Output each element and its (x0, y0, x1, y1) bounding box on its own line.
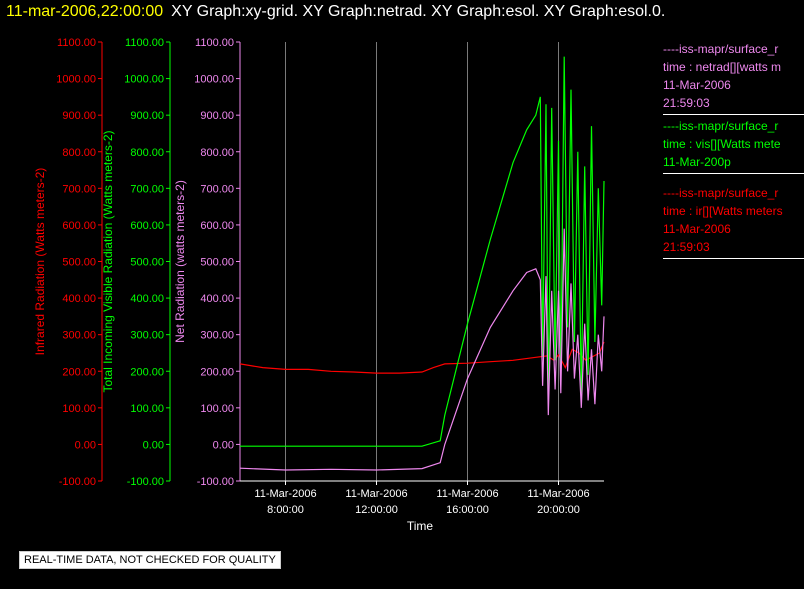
x-axis-label: Time (407, 519, 434, 533)
y-tick-label-ir: 100.00 (62, 403, 96, 415)
legend-ir-line1: ----iss-mapr/surface_r (663, 186, 779, 200)
y-tick-label-net: 700.00 (200, 183, 234, 195)
timestamp: 11-mar-2006,22:00:00 (6, 3, 164, 20)
legend-ir-line2: time : ir[][Watts meters (663, 204, 783, 218)
y-tick-label-vis: 100.00 (130, 403, 164, 415)
y-tick-label-ir: 500.00 (62, 257, 96, 269)
quality-notice: REAL-TIME DATA, NOT CHECKED FOR QUALITY (19, 551, 281, 569)
x-tick-label-time: 8:00:00 (267, 504, 304, 516)
legend-vis-line3: 11-Mar-200p (663, 155, 731, 169)
y-tick-label-vis: 800.00 (130, 147, 164, 159)
legend-vis-line2: time : vis[][Watts mete (663, 137, 781, 151)
x-tick-label-time: 16:00:00 (446, 504, 489, 516)
x-tick-label-date: 11-Mar-2006 (345, 488, 407, 500)
x-tick-label-time: 12:00:00 (355, 504, 398, 516)
y-tick-label-ir: 700.00 (62, 183, 96, 195)
legend-net-line3: 11-Mar-2006 (663, 78, 731, 92)
y-tick-label-net: 600.00 (200, 220, 234, 232)
series-line-vis (240, 56, 605, 447)
y-tick-label-ir: 200.00 (62, 366, 96, 378)
y-tick-label-vis: 600.00 (130, 220, 164, 232)
x-tick-label-date: 11-Mar-2006 (254, 488, 316, 500)
y-tick-label-ir: 300.00 (62, 330, 96, 342)
legend: ----iss-mapr/surface_r time : netrad[][w… (663, 40, 804, 261)
y-tick-label-ir: 1100.00 (57, 37, 96, 49)
legend-entry-net[interactable]: ----iss-mapr/surface_r time : netrad[][w… (663, 40, 804, 115)
x-tick-label-date: 11-Mar-2006 (527, 488, 589, 500)
y-tick-label-net: 1000.00 (194, 74, 234, 86)
y-tick-label-vis: 200.00 (130, 366, 164, 378)
y-tick-label-vis: 1000.00 (124, 74, 164, 86)
y-tick-label-ir: 600.00 (62, 220, 96, 232)
y-tick-label-net: 300.00 (200, 330, 234, 342)
y-tick-label-ir: 800.00 (62, 147, 96, 159)
y-tick-label-ir: -100.00 (59, 476, 96, 488)
legend-net-line4: 21:59:03 (663, 96, 710, 110)
y-tick-label-vis: 500.00 (130, 257, 164, 269)
y-tick-label-vis: -100.00 (127, 476, 164, 488)
y-tick-label-net: 500.00 (200, 257, 234, 269)
legend-net-line1: ----iss-mapr/surface_r (663, 42, 779, 56)
legend-ir-line3: 11-Mar-2006 (663, 222, 731, 236)
y-tick-label-ir: 1000.00 (56, 74, 96, 86)
y-axis-label-vis: Total Incoming Visible Radiation (Watts … (101, 130, 115, 392)
header-bar: 11-mar-2006,22:00:00 XY Graph:xy-grid. XY… (6, 3, 665, 25)
x-tick-label-time: 20:00:00 (537, 504, 580, 516)
y-tick-label-vis: 400.00 (130, 293, 164, 305)
y-axis-label-net: Net Radiation (watts meters-2) (173, 180, 187, 343)
y-tick-label-vis: 900.00 (130, 110, 164, 122)
y-tick-label-ir: 900.00 (62, 110, 96, 122)
y-tick-label-net: 800.00 (200, 147, 234, 159)
y-tick-label-net: 0.00 (213, 439, 234, 451)
legend-entry-vis[interactable]: ----iss-mapr/surface_r time : vis[][Watt… (663, 117, 804, 174)
legend-ir-line4: 21:59:03 (663, 240, 710, 254)
legend-net-line2: time : netrad[][watts m (663, 60, 782, 74)
y-axis-label-ir: Infrared Radiation (Watts meters-2) (33, 168, 47, 356)
y-tick-label-net: -100.00 (197, 476, 234, 488)
y-tick-label-net: 100.00 (200, 403, 234, 415)
y-tick-label-net: 1100.00 (195, 37, 234, 49)
y-tick-label-vis: 1100.00 (125, 37, 164, 49)
legend-vis-line1: ----iss-mapr/surface_r (663, 119, 779, 133)
x-tick-label-date: 11-Mar-2006 (436, 488, 498, 500)
y-tick-label-vis: 300.00 (130, 330, 164, 342)
y-tick-label-net: 400.00 (200, 293, 234, 305)
y-tick-label-vis: 700.00 (130, 183, 164, 195)
y-tick-label-ir: 400.00 (62, 293, 96, 305)
y-tick-label-net: 900.00 (200, 110, 234, 122)
y-tick-label-ir: 0.00 (75, 439, 96, 451)
series-line-net (239, 228, 605, 471)
graph-tabs[interactable]: XY Graph:xy-grid. XY Graph:netrad. XY Gr… (171, 3, 666, 20)
legend-entry-ir[interactable]: ----iss-mapr/surface_r time : ir[][Watts… (663, 184, 804, 259)
y-tick-label-net: 200.00 (200, 366, 234, 378)
y-tick-label-vis: 0.00 (143, 439, 164, 451)
